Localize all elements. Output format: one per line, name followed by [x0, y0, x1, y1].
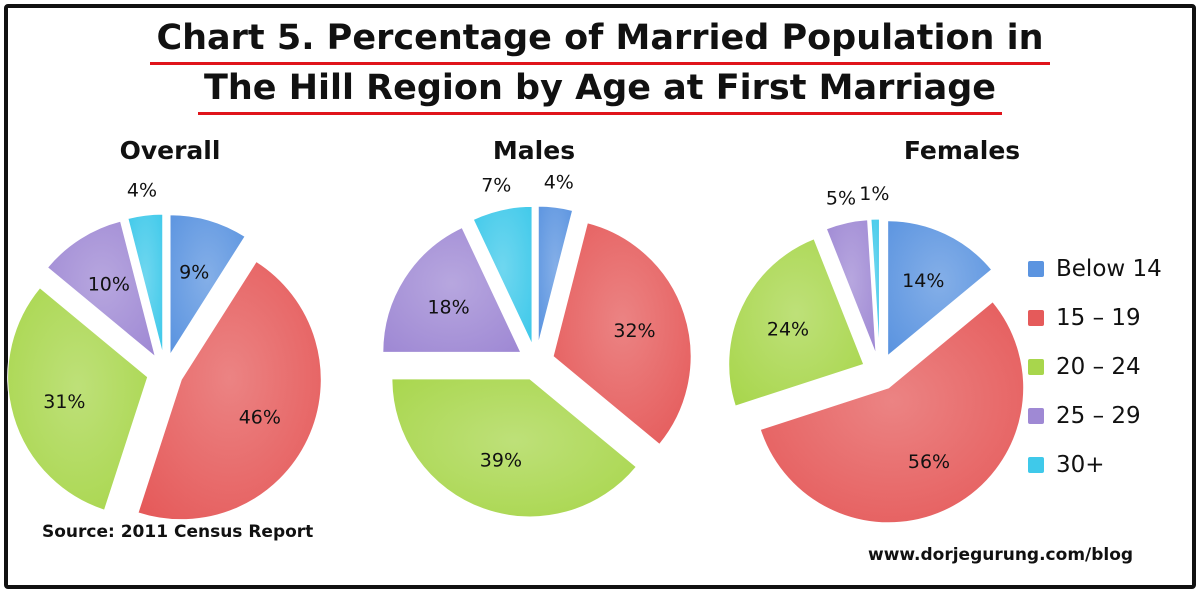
- pie-title-females: Females: [903, 136, 1021, 165]
- pie-title-overall: Overall: [119, 136, 221, 165]
- website-credit: www.dorjegurung.com/blog: [868, 545, 1134, 565]
- legend-label: Below 14: [1056, 255, 1162, 282]
- pie-slice-2-4: [870, 218, 880, 355]
- legend-label: 30+: [1056, 451, 1105, 478]
- pie-label-1-2: 39%: [480, 449, 522, 471]
- legend-item-below-14: Below 14: [1028, 244, 1162, 293]
- pie-label-1-4: 7%: [481, 174, 511, 196]
- pie-slice-1-4: [472, 205, 533, 345]
- pie-label-2-3: 5%: [826, 187, 856, 209]
- pie-slice-0-2: [7, 287, 149, 511]
- legend-item-30-plus: 30+: [1028, 440, 1162, 489]
- pie-slice-0-1: [137, 260, 322, 521]
- pie-label-2-0: 14%: [902, 270, 944, 292]
- legend-item-25-29: 25 – 29: [1028, 391, 1162, 440]
- pie-label-1-0: 4%: [544, 171, 574, 193]
- pie-slice-1-2: [391, 378, 637, 518]
- chart-title-line-1: Chart 5. Percentage of Married Populatio…: [0, 18, 1200, 65]
- pie-label-1-3: 18%: [427, 297, 469, 319]
- pie-label-2-4: 1%: [859, 183, 889, 205]
- legend-label: 15 – 19: [1056, 304, 1141, 331]
- pie-slice-2-1: [759, 301, 1025, 524]
- source-note: Source: 2011 Census Report: [42, 522, 314, 542]
- legend-item-15-19: 15 – 19: [1028, 293, 1162, 342]
- pie-label-1-1: 32%: [613, 320, 655, 342]
- chart-title-line-2: The Hill Region by Age at First Marriage: [0, 68, 1200, 115]
- pie-label-0-3: 10%: [88, 274, 130, 296]
- legend-swatch: [1028, 456, 1044, 473]
- pie-slice-1-3: [382, 226, 522, 353]
- legend-label: 20 – 24: [1056, 353, 1141, 380]
- legend-item-20-24: 20 – 24: [1028, 342, 1162, 391]
- pie-slice-1-1: [552, 222, 692, 446]
- pie-slice-1-0: [537, 205, 574, 345]
- legend-swatch: [1028, 407, 1044, 424]
- pie-title-males: Males: [492, 136, 576, 165]
- pie-label-2-2: 24%: [767, 319, 809, 341]
- pie-slice-0-4: [127, 213, 164, 355]
- pie-label-0-2: 31%: [43, 391, 85, 413]
- legend-swatch: [1028, 260, 1044, 277]
- pie-slice-2-0: [887, 220, 993, 357]
- legend: Below 14 15 – 19 20 – 24 25 – 29 30+: [1028, 244, 1162, 489]
- pie-label-0-4: 4%: [127, 179, 157, 201]
- pie-slice-0-0: [169, 214, 246, 357]
- legend-swatch: [1028, 309, 1044, 326]
- pie-slice-2-3: [825, 219, 877, 355]
- pie-label-0-1: 46%: [239, 407, 281, 429]
- legend-label: 25 – 29: [1056, 402, 1141, 429]
- pie-slice-2-2: [728, 238, 865, 407]
- pie-slice-0-3: [46, 220, 157, 359]
- pie-label-0-0: 9%: [179, 261, 209, 283]
- pie-label-2-1: 56%: [908, 451, 950, 473]
- legend-swatch: [1028, 358, 1044, 375]
